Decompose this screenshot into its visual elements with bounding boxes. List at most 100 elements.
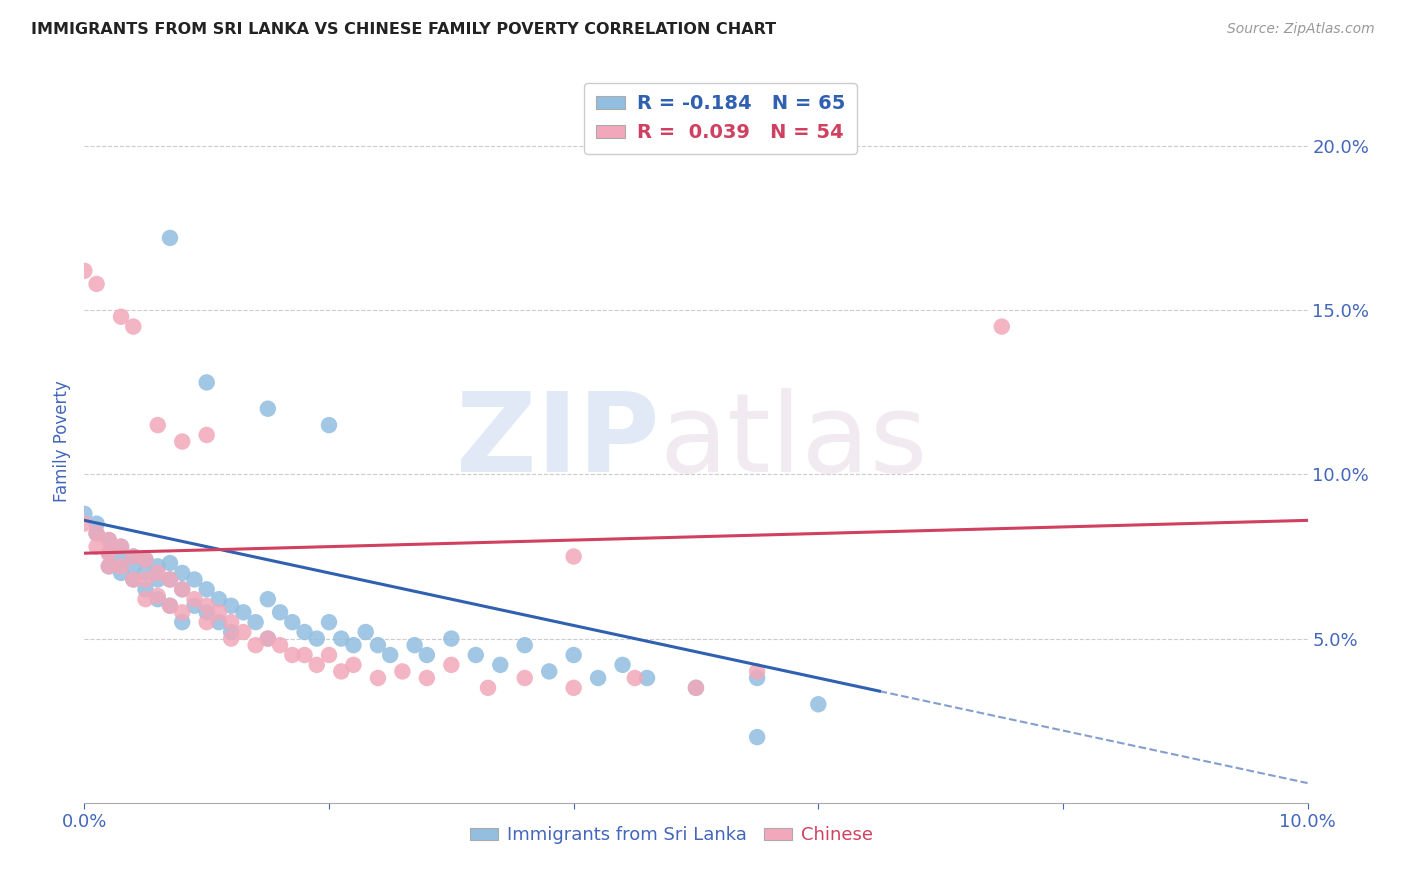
Point <box>172 434 194 449</box>
Point <box>97 533 120 547</box>
Point <box>219 632 242 646</box>
Point <box>110 310 132 324</box>
Point <box>404 638 426 652</box>
Point <box>122 549 145 564</box>
Point <box>318 648 340 662</box>
Point <box>685 681 707 695</box>
Point <box>294 648 316 662</box>
Point <box>477 681 499 695</box>
Point <box>440 632 463 646</box>
Point <box>159 573 181 587</box>
Point <box>97 559 120 574</box>
Point <box>195 605 218 619</box>
Point <box>122 319 145 334</box>
Point <box>367 638 389 652</box>
Point <box>305 657 328 672</box>
Point <box>685 681 707 695</box>
Point <box>586 671 609 685</box>
Point <box>135 582 157 597</box>
Point <box>747 665 769 679</box>
Point <box>135 553 157 567</box>
Point <box>245 615 267 630</box>
Point <box>330 665 353 679</box>
Point <box>146 418 169 433</box>
Point <box>110 553 132 567</box>
Point <box>183 599 205 613</box>
Point <box>195 615 218 630</box>
Point <box>86 540 108 554</box>
Point <box>86 277 108 291</box>
Point <box>159 556 181 570</box>
Point <box>86 516 108 531</box>
Point <box>219 615 242 630</box>
Point <box>562 648 585 662</box>
Point <box>513 638 536 652</box>
Point <box>294 625 316 640</box>
Point <box>86 526 108 541</box>
Point <box>257 592 280 607</box>
Point <box>135 566 157 580</box>
Point <box>416 671 439 685</box>
Point <box>281 648 304 662</box>
Point <box>305 632 328 646</box>
Point <box>489 657 512 672</box>
Point <box>135 573 157 587</box>
Point <box>110 566 132 580</box>
Point <box>562 681 585 695</box>
Point <box>624 671 647 685</box>
Point <box>342 638 364 652</box>
Point <box>122 573 145 587</box>
Point <box>73 264 96 278</box>
Point <box>318 418 340 433</box>
Point <box>440 657 463 672</box>
Point <box>172 582 194 597</box>
Point <box>159 231 181 245</box>
Point <box>195 599 218 613</box>
Point <box>257 632 280 646</box>
Point <box>195 376 218 390</box>
Point <box>146 589 169 603</box>
Point <box>172 566 194 580</box>
Point <box>257 632 280 646</box>
Point <box>146 559 169 574</box>
Point <box>269 638 291 652</box>
Point <box>232 625 254 640</box>
Point <box>342 657 364 672</box>
Point <box>257 401 280 416</box>
Point <box>562 549 585 564</box>
Point <box>159 599 181 613</box>
Point <box>122 559 145 574</box>
Point <box>219 625 242 640</box>
Point <box>86 526 108 541</box>
Point <box>172 582 194 597</box>
Point <box>172 615 194 630</box>
Point <box>73 516 96 531</box>
Y-axis label: Family Poverty: Family Poverty <box>53 381 72 502</box>
Point <box>281 615 304 630</box>
Point <box>807 698 830 712</box>
Point <box>146 573 169 587</box>
Point <box>172 605 194 619</box>
Point <box>122 573 145 587</box>
Point <box>135 592 157 607</box>
Text: IMMIGRANTS FROM SRI LANKA VS CHINESE FAMILY POVERTY CORRELATION CHART: IMMIGRANTS FROM SRI LANKA VS CHINESE FAM… <box>31 22 776 37</box>
Point <box>195 582 218 597</box>
Point <box>146 566 169 580</box>
Text: Source: ZipAtlas.com: Source: ZipAtlas.com <box>1227 22 1375 37</box>
Point <box>110 559 132 574</box>
Text: atlas: atlas <box>659 388 928 495</box>
Point <box>354 625 377 640</box>
Point <box>73 507 96 521</box>
Point <box>110 540 132 554</box>
Point <box>367 671 389 685</box>
Point <box>208 592 231 607</box>
Point <box>183 592 205 607</box>
Point <box>122 549 145 564</box>
Point <box>232 605 254 619</box>
Point <box>391 665 413 679</box>
Point <box>636 671 658 685</box>
Point <box>612 657 634 672</box>
Point <box>538 665 561 679</box>
Point <box>464 648 486 662</box>
Point <box>159 573 181 587</box>
